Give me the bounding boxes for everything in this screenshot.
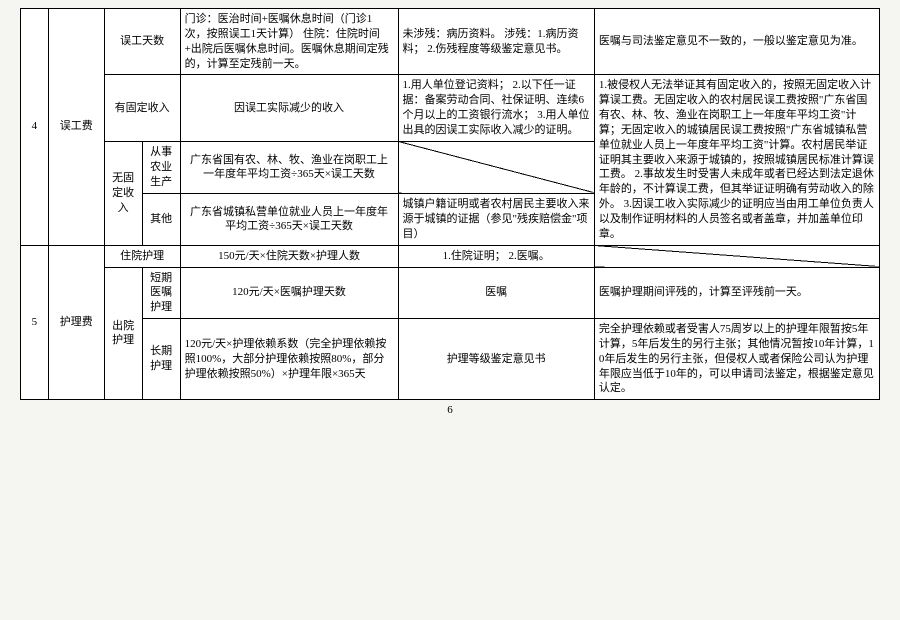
- page-number: 6: [20, 404, 880, 416]
- item-name: 护理费: [48, 245, 104, 400]
- formula-cell: 120元/天×护理依赖系数（完全护理依赖按照100%，大部分护理依赖按照80%，…: [180, 319, 398, 400]
- formula-cell: 120元/天×医嘱护理天数: [180, 267, 398, 319]
- sub-label: 从事农业生产: [142, 141, 180, 193]
- row-num: 5: [21, 245, 49, 400]
- sub-label: 误工天数: [104, 9, 180, 75]
- evidence-cell: 1.住院证明； 2.医嘱。: [398, 245, 594, 267]
- row-num: 4: [21, 9, 49, 246]
- table-row: 长期护理 120元/天×护理依赖系数（完全护理依赖按照100%，大部分护理依赖按…: [21, 319, 880, 400]
- note-cell: 1.被侵权人无法举证其有固定收入的，按照无固定收入计算误工费。无固定收入的农村居…: [594, 75, 879, 245]
- evidence-cell: 1.用人单位登记资料； 2.以下任一证据：备案劳动合同、社保证明、连续6个月以上…: [398, 75, 594, 141]
- sub-label: 其他: [142, 194, 180, 246]
- table-row: 4 误工费 误工天数 门诊：医治时间+医嘱休息时间（门诊1次，按照误工1天计算）…: [21, 9, 880, 75]
- sub-label: 出院护理: [104, 267, 142, 400]
- note-cell: 医嘱护理期间评残的，计算至评残前一天。: [594, 267, 879, 319]
- table-row: 有固定收入 因误工实际减少的收入 1.用人单位登记资料； 2.以下任一证据：备案…: [21, 75, 880, 141]
- formula-cell: 150元/天×住院天数×护理人数: [180, 245, 398, 267]
- table-row: 5 护理费 住院护理 150元/天×住院天数×护理人数 1.住院证明； 2.医嘱…: [21, 245, 880, 267]
- compensation-table: 4 误工费 误工天数 门诊：医治时间+医嘱休息时间（门诊1次，按照误工1天计算）…: [20, 8, 880, 400]
- formula-cell: 广东省国有农、林、牧、渔业在岗职工上一年度年平均工资÷365天×误工天数: [180, 141, 398, 193]
- note-cell: 医嘱与司法鉴定意见不一致的，一般以鉴定意见为准。: [594, 9, 879, 75]
- sub-label: 短期医嘱护理: [142, 267, 180, 319]
- diagonal-cell: [398, 141, 594, 193]
- evidence-cell: 未涉残：病历资料。 涉残：1.病历资料； 2.伤残程度等级鉴定意见书。: [398, 9, 594, 75]
- formula-cell: 门诊：医治时间+医嘱休息时间（门诊1次，按照误工1天计算） 住院：住院时间+出院…: [180, 9, 398, 75]
- evidence-cell: 城镇户籍证明或者农村居民主要收入来源于城镇的证据（参见"残疾赔偿金"项目）: [398, 194, 594, 246]
- sub-label: 长期护理: [142, 319, 180, 400]
- formula-cell: 广东省城镇私营单位就业人员上一年度年平均工资÷365天×误工天数: [180, 194, 398, 246]
- diagonal-cell: [594, 245, 879, 267]
- evidence-cell: 护理等级鉴定意见书: [398, 319, 594, 400]
- sub-label: 无固定收入: [104, 141, 142, 245]
- evidence-cell: 医嘱: [398, 267, 594, 319]
- formula-cell: 因误工实际减少的收入: [180, 75, 398, 141]
- table-row: 出院护理 短期医嘱护理 120元/天×医嘱护理天数 医嘱 医嘱护理期间评残的，计…: [21, 267, 880, 319]
- sub-label: 住院护理: [104, 245, 180, 267]
- item-name: 误工费: [48, 9, 104, 246]
- sub-label: 有固定收入: [104, 75, 180, 141]
- note-cell: 完全护理依赖或者受害人75周岁以上的护理年限暂按5年计算，5年后发生的另行主张；…: [594, 319, 879, 400]
